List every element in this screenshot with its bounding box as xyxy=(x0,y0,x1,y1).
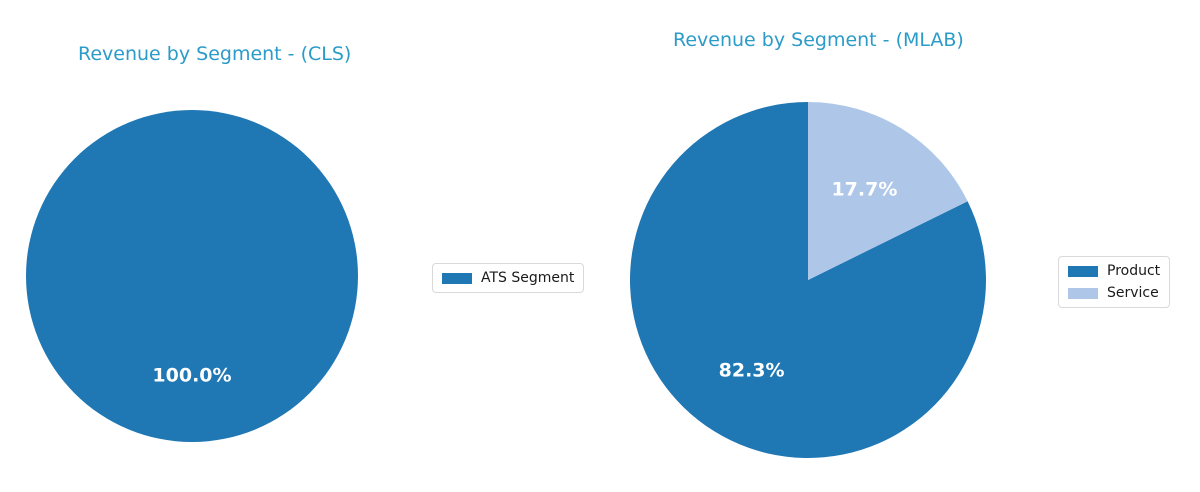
legend-label-ats-segment: ATS Segment xyxy=(481,270,575,286)
pie-percent-label: 100.0% xyxy=(152,365,231,387)
pie-cls: 100.0% xyxy=(26,110,358,442)
legend-swatch-service xyxy=(1068,287,1098,299)
pie-mlab: 82.3% 17.7% xyxy=(629,102,986,458)
pie-slice xyxy=(26,110,358,442)
legend-cls: ATS Segment xyxy=(432,263,585,294)
pie-slice xyxy=(808,102,968,280)
chart-title-cls: Revenue by Segment - (CLS) xyxy=(78,43,352,65)
legend-swatch-ats-segment xyxy=(442,272,472,284)
chart-title-mlab: Revenue by Segment - (MLAB) xyxy=(673,29,964,51)
legend-item: Product xyxy=(1068,263,1160,279)
legend-item: Service xyxy=(1068,285,1160,301)
pie-percent-label: 17.7% xyxy=(831,178,897,200)
legend-swatch-product xyxy=(1068,265,1098,277)
pie-percent-label: 82.3% xyxy=(719,360,785,382)
legend-label-service: Service xyxy=(1107,285,1159,302)
legend-mlab: Product Service xyxy=(1058,256,1171,309)
legend-label-product: Product xyxy=(1107,263,1161,279)
legend-item: ATS Segment xyxy=(442,270,574,286)
